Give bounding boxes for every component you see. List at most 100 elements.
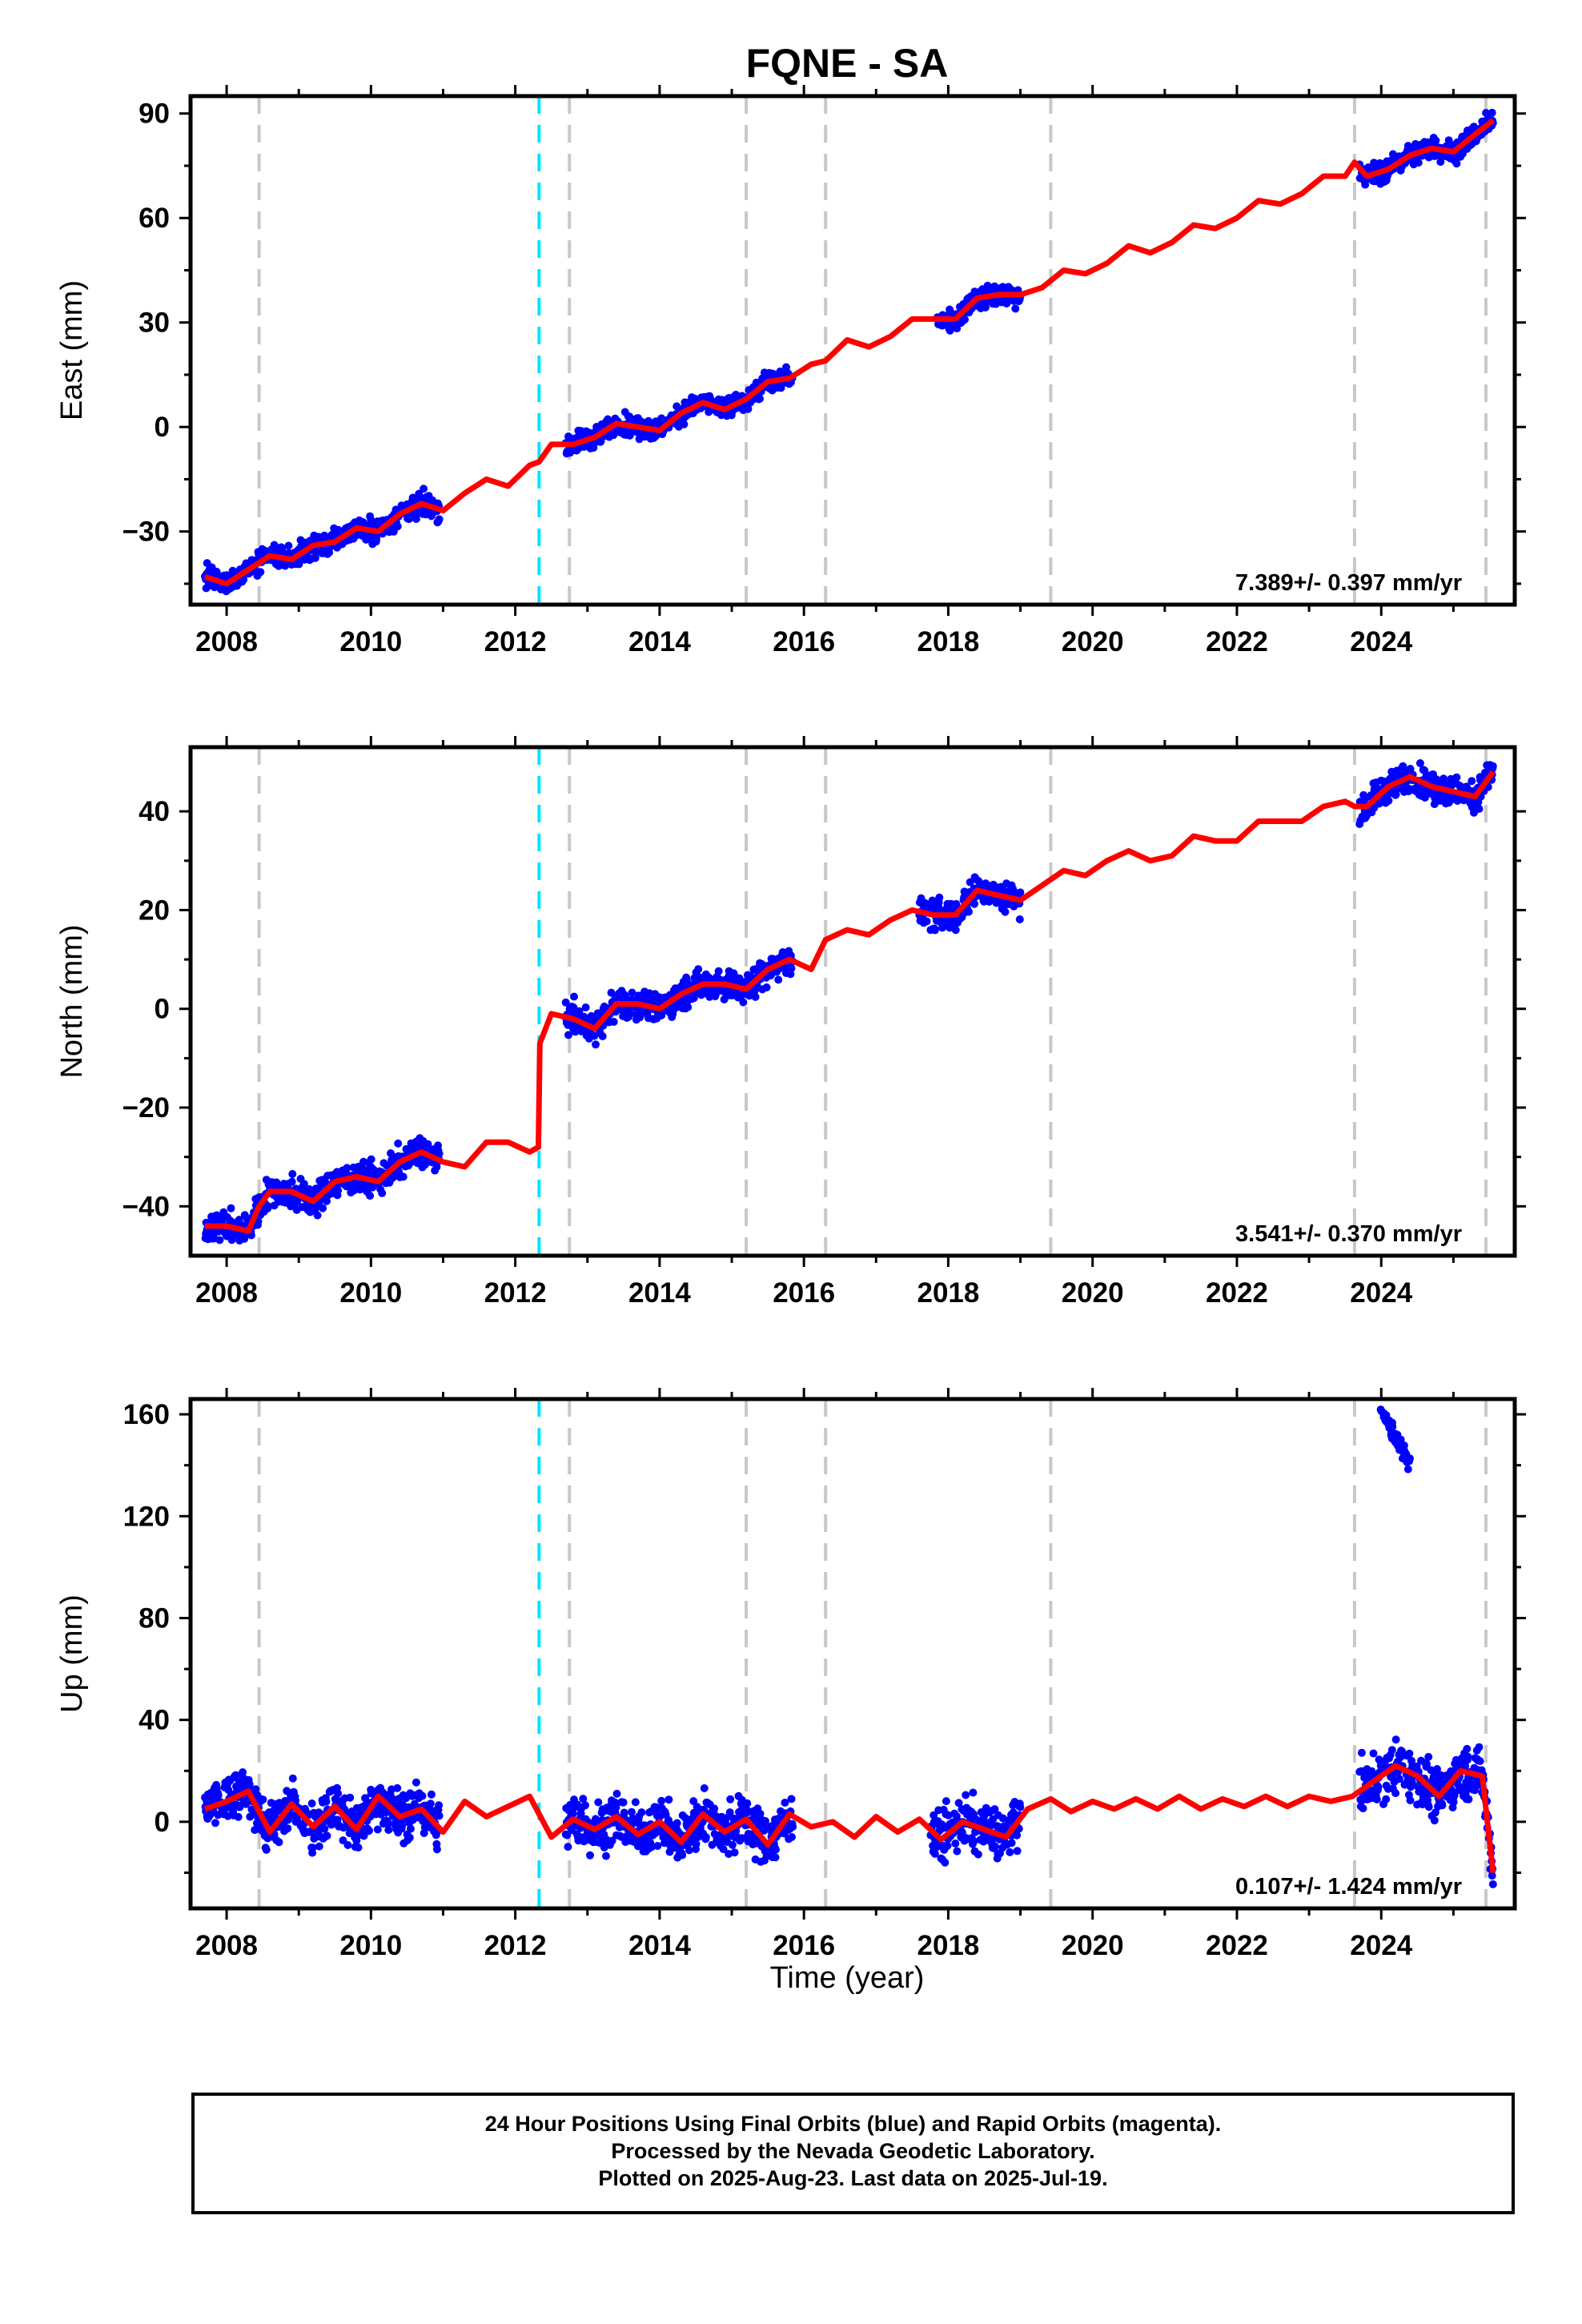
east-x-tick-label-2010: 2010: [339, 626, 402, 657]
north-data-point-547: [598, 1032, 607, 1040]
east-x-tick-label-2022: 2022: [1206, 626, 1268, 657]
up-x-tick-label-2012: 2012: [484, 1930, 547, 1961]
up-data-point-1290: [1449, 1798, 1458, 1807]
east-data-point-981: [961, 316, 969, 324]
up-data-point-1162: [1381, 1760, 1390, 1769]
up-data-point-1197: [1405, 1749, 1414, 1758]
up-data-point-174: [288, 1774, 297, 1783]
north-data-point-1013: [951, 926, 960, 935]
up-x-tick-label-2024: 2024: [1350, 1930, 1412, 1961]
up-data-point-664: [657, 1796, 666, 1805]
up-data-point-421: [412, 1778, 420, 1787]
up-data-point-1152: [1374, 1783, 1383, 1791]
up-data-point-1178: [1391, 1789, 1400, 1798]
up-data-point-626: [637, 1808, 646, 1817]
up-data-point-237: [323, 1831, 331, 1840]
north-data-point-472: [435, 1149, 444, 1158]
up-data-point-984: [953, 1847, 962, 1856]
north-data-point-473: [561, 998, 570, 1007]
north-data-point-861: [751, 992, 760, 1001]
north-data-point-389: [394, 1139, 403, 1148]
up-data-point-769: [710, 1804, 719, 1813]
up-data-point-60: [231, 1771, 240, 1779]
up-data-point-931: [788, 1833, 796, 1841]
up-data-point-21: [211, 1819, 219, 1827]
up-data-point-735: [692, 1839, 701, 1848]
up-data-point-1119: [1357, 1748, 1366, 1757]
east-x-tick-label-2018: 2018: [917, 626, 979, 657]
up-data-point-969: [944, 1811, 953, 1819]
north-data-point-723: [684, 1003, 693, 1011]
north-data-point-1264: [1415, 759, 1424, 767]
up-data-point-962: [941, 1858, 950, 1867]
panel-north: 2008 2010 2012 2014 2016 2018 2020 2022 2024 −40 −…: [55, 736, 1526, 1309]
north-data-point-1362: [1468, 777, 1476, 786]
east-data-point-1255: [1431, 136, 1440, 145]
east-observation-points: [201, 108, 1497, 596]
up-data-point-1322: [1464, 1795, 1473, 1803]
up-data-point-1114: [1016, 1803, 1025, 1811]
up-data-point-113: [259, 1795, 267, 1804]
up-data-point-375: [389, 1795, 398, 1803]
up-data-point-577: [612, 1789, 621, 1798]
east-data-point-1024: [981, 303, 990, 312]
up-data-point-614: [631, 1798, 640, 1807]
north-data-point-479: [564, 1031, 572, 1039]
north-data-point-1204: [1384, 796, 1393, 805]
east-y-tick-label-0: 0: [155, 412, 170, 443]
panel-east: 2008 2010 2012 2014 2016 2018 2020 2022 2024 −30 0…: [55, 85, 1526, 657]
up-data-point-1266: [1438, 1801, 1447, 1810]
east-y-axis-label: East (mm): [55, 280, 89, 420]
up-data-point-1064: [991, 1842, 999, 1851]
up-data-point-507: [579, 1795, 588, 1803]
up-data-point-1250: [1431, 1808, 1439, 1817]
north-data-point-1113: [1001, 907, 1010, 916]
north-x-tick-label-2018: 2018: [917, 1277, 979, 1309]
up-data-point-511: [581, 1801, 589, 1810]
footer-line-1: 24 Hour Positions Using Final Orbits (bl…: [484, 2112, 1222, 2136]
up-data-point-232: [320, 1824, 329, 1833]
up-data-point-285: [346, 1793, 355, 1802]
north-data-point-173: [287, 1177, 296, 1186]
north-data-point-607: [628, 988, 636, 997]
up-x-tick-label-2018: 2018: [917, 1930, 979, 1961]
up-data-point-417: [410, 1799, 419, 1808]
north-y-tick-label--20: −20: [122, 1092, 170, 1124]
up-data-point-788: [719, 1845, 728, 1854]
up-data-point-710: [678, 1851, 687, 1860]
up-y-tick-label-120: 120: [123, 1501, 170, 1532]
north-data-point-513: [581, 1003, 590, 1011]
east-data-point-401: [393, 522, 402, 531]
up-data-point-541: [594, 1798, 603, 1807]
up-data-point-434: [418, 1791, 427, 1800]
north-data-point-742: [694, 965, 703, 974]
up-model-line: [203, 1763, 1496, 1873]
east-x-tick-label-2024: 2024: [1350, 626, 1412, 657]
up-data-point-222: [315, 1842, 323, 1851]
east-data-point-841: [744, 404, 753, 413]
up-data-point-811: [730, 1848, 739, 1857]
up-data-point-896: [772, 1845, 780, 1854]
east-data-point-113: [256, 568, 265, 577]
east-y-tick-label-60: 60: [139, 203, 170, 234]
north-y-tick-label-0: 0: [155, 994, 170, 1025]
up-data-point-28: [214, 1791, 223, 1799]
up-data-point-302: [354, 1844, 363, 1852]
north-data-point-884: [762, 983, 771, 991]
north-data-point-489: [569, 1003, 578, 1011]
east-x-tick-label-2016: 2016: [773, 626, 835, 657]
x-axis-label: Time (year): [770, 1961, 925, 1995]
east-data-point-438: [412, 515, 420, 523]
up-data-point-207: [307, 1799, 316, 1807]
east-x-tick-label-2014: 2014: [628, 626, 691, 657]
east-data-point-170: [284, 541, 293, 550]
up-data-point-235: [322, 1797, 331, 1806]
up-data-point-1096: [1007, 1839, 1016, 1848]
north-plot-area: [201, 747, 1497, 1256]
figure-title: FQNE - SA: [746, 41, 949, 86]
east-x-tick-label-2008: 2008: [195, 626, 258, 657]
up-data-point-1203: [1407, 1777, 1416, 1786]
east-data-point-1085: [1011, 304, 1020, 313]
up-data-point-965: [942, 1797, 950, 1806]
up-data-point-895: [771, 1853, 780, 1862]
